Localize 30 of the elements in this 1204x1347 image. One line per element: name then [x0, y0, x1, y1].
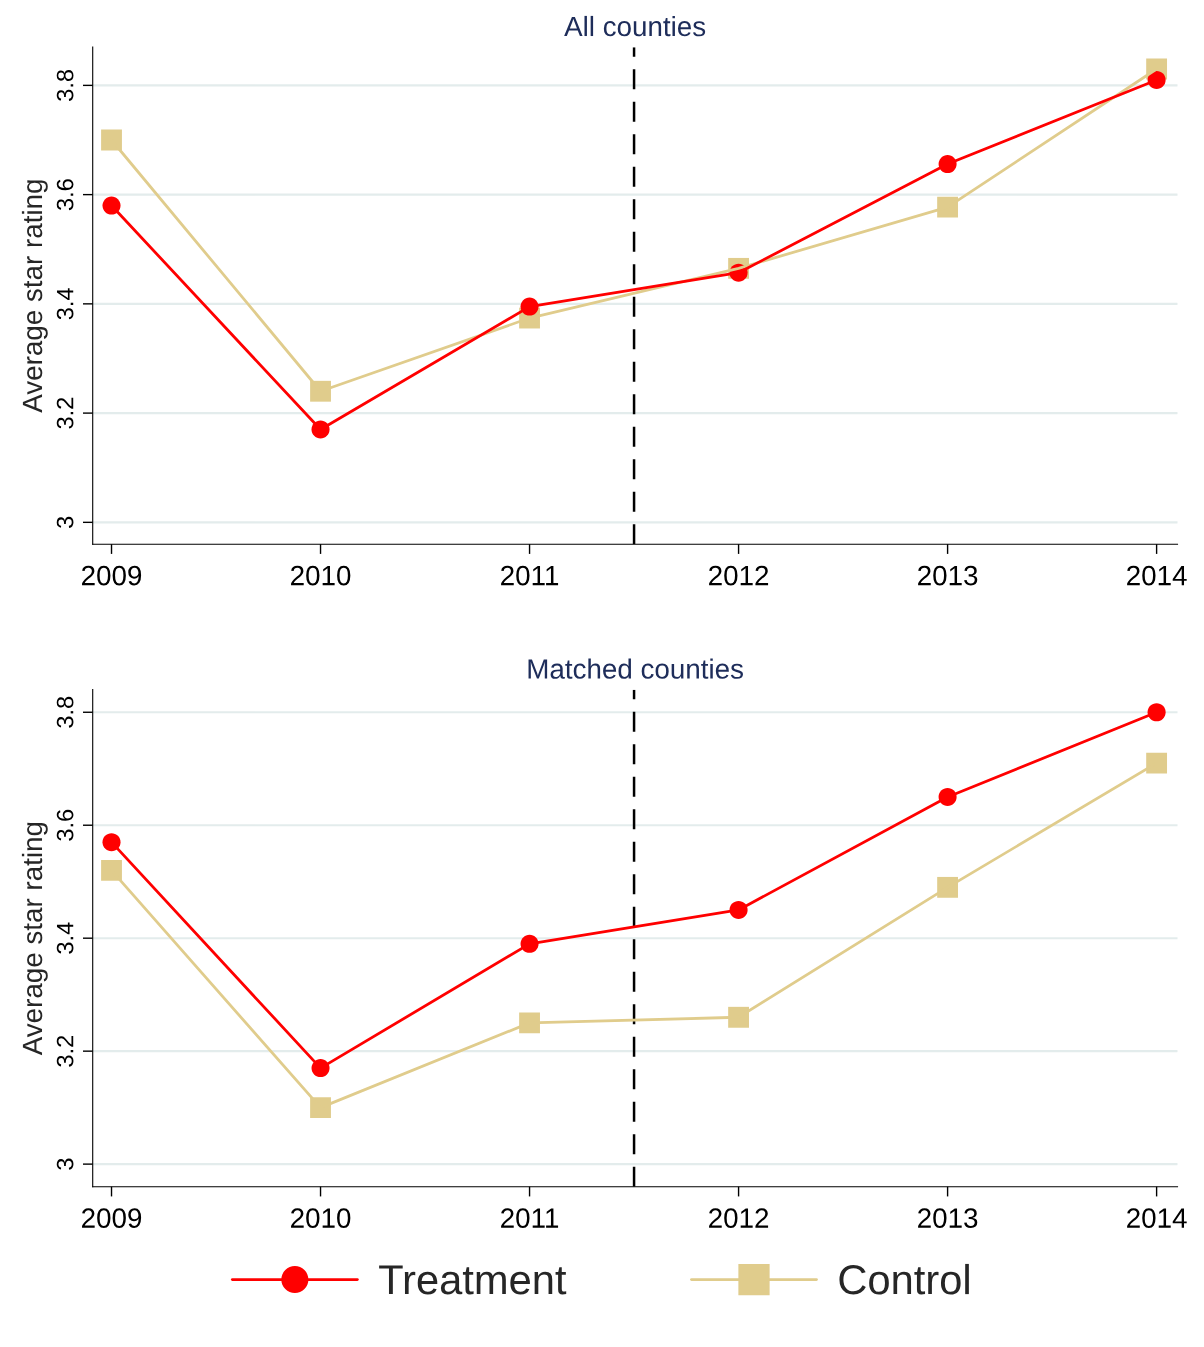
x-tick-label: 2012: [709, 1208, 769, 1228]
legend-label: Treatment: [379, 1265, 567, 1295]
x-tick-label: 2014: [1127, 1208, 1187, 1228]
y-axis-title: Average star rating: [21, 180, 48, 413]
x-tick-label: 2010: [291, 565, 351, 586]
legend-label: Control: [839, 1263, 969, 1295]
point: [101, 859, 122, 881]
chart-title: Matched counties: [528, 658, 743, 679]
x-tick-label: 2010: [291, 1208, 351, 1228]
y-tick-label: 3.2: [56, 1035, 74, 1067]
y-tick-label: 3: [56, 1158, 74, 1170]
y-tick-label: 3.2: [56, 397, 74, 429]
y-axis-title: Average star rating: [21, 822, 48, 1056]
x-tick-label: 2014: [1127, 565, 1187, 586]
y-tick-label: 3: [56, 516, 74, 528]
y-tick-label: 3.8: [56, 69, 74, 101]
point: [1146, 752, 1168, 774]
y-tick-label: 3.4: [56, 922, 74, 954]
x-tick-label: 2012: [709, 565, 769, 586]
y-tick-label: 3.8: [56, 696, 74, 728]
x-tick-label: 2013: [918, 1208, 978, 1228]
x-tick-label: 2009: [82, 1208, 142, 1228]
x-tick-label: 2009: [82, 565, 142, 586]
y-tick-label: 3.6: [56, 179, 74, 211]
x-tick-label: 2011: [501, 565, 559, 586]
y-tick-label: 3.4: [56, 288, 74, 320]
y-tick-label: 3.6: [56, 809, 74, 841]
chart-title: All counties: [564, 15, 706, 37]
x-tick-label: 2011: [501, 1208, 559, 1228]
x-tick-label: 2013: [918, 565, 978, 586]
